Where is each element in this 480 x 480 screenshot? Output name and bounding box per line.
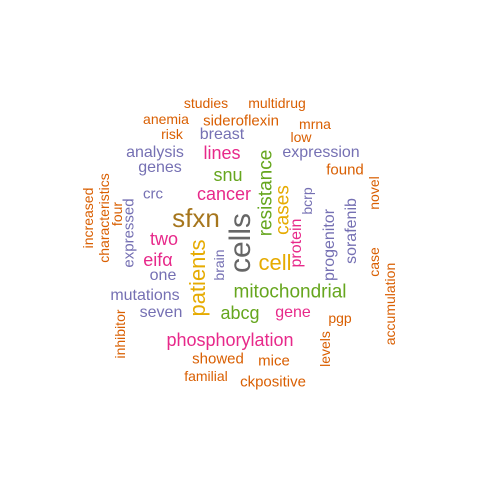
word-accumulation: accumulation (382, 262, 398, 346)
word-phosphorylation: phosphorylation (166, 330, 294, 350)
word-sideroflexin: sideroflexin (203, 112, 279, 130)
word-levels: levels (317, 331, 333, 367)
word-mice: mice (258, 352, 290, 370)
word-familial: familial (184, 368, 228, 384)
word-novel: novel (366, 176, 382, 210)
word-gene: gene (275, 304, 311, 321)
word-snu: snu (213, 165, 243, 185)
word-case: case (366, 247, 382, 277)
word-sfxn: sfxn (172, 203, 220, 233)
word-low: low (290, 129, 312, 145)
word-multidrug: multidrug (248, 95, 306, 111)
word-ckpositive: ckpositive (240, 373, 306, 391)
word-lines: lines (203, 143, 241, 163)
word-genes: genes (138, 159, 182, 176)
word-eifα: eifα (143, 250, 173, 270)
word-patients: patients (185, 239, 210, 317)
word-crc: crc (143, 185, 163, 203)
word-mrna: mrna (299, 116, 331, 132)
word-anemia: anemia (143, 111, 189, 127)
word-two: two (149, 229, 179, 249)
word-risk: risk (161, 126, 183, 142)
word-cell: cell (258, 250, 292, 275)
word-studies: studies (183, 95, 229, 111)
word-mutations: mutations (110, 287, 180, 304)
word-one: one (149, 267, 177, 284)
word-protein: protein (288, 218, 305, 268)
word-abcg: abcg (220, 303, 260, 323)
word-bcrp: bcrp (299, 187, 315, 215)
word-analysis: analysis (126, 144, 184, 161)
word-cells: cells (224, 212, 257, 274)
word-seven: seven (139, 304, 183, 321)
word-breast: breast (199, 126, 245, 143)
word-pgp: pgp (328, 310, 352, 326)
word-progenitor: progenitor (321, 208, 338, 282)
word-sorafenib: sorafenib (343, 198, 360, 264)
word-found: found (326, 161, 364, 179)
word-cancer: cancer (196, 184, 252, 204)
word-mitochondrial: mitochondrial (233, 281, 347, 303)
word-inhibitor: inhibitor (112, 309, 128, 359)
word-increased: increased (80, 187, 96, 249)
word-showed: showed (192, 350, 244, 368)
word-brain: brain (211, 249, 227, 281)
word-expression: expression (282, 144, 360, 161)
word-four: four (109, 201, 125, 227)
